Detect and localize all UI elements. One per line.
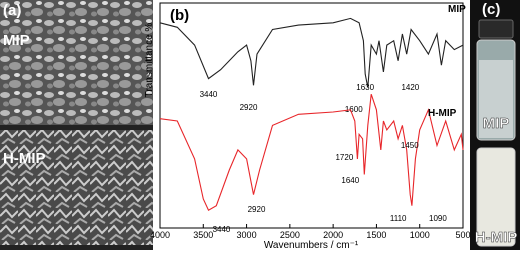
peak-label: 1450 bbox=[401, 141, 419, 150]
x-tick-label: 3000 bbox=[237, 230, 257, 240]
x-tick-label: 2500 bbox=[280, 230, 300, 240]
sample-label: MIP bbox=[3, 32, 30, 49]
panel-label: (b) bbox=[170, 7, 189, 24]
x-tick-label: 2000 bbox=[323, 230, 343, 240]
spectrum-line bbox=[159, 94, 464, 211]
peak-label: 1090 bbox=[429, 214, 447, 223]
x-tick-label: 1500 bbox=[366, 230, 386, 240]
sample-label: H-MIP bbox=[475, 229, 518, 246]
plot-frame bbox=[159, 2, 464, 229]
x-tick-label: 4000 bbox=[150, 230, 170, 240]
x-axis-label: Wavenumbers / cm⁻¹ bbox=[264, 240, 359, 250]
peak-label: 3440 bbox=[213, 225, 231, 234]
sem-info-bar bbox=[0, 125, 153, 130]
x-tick-label: 3500 bbox=[193, 230, 213, 240]
peak-label: 1420 bbox=[401, 83, 419, 92]
y-axis-label: Transmittance % bbox=[144, 23, 155, 98]
peak-label: 2920 bbox=[248, 205, 266, 214]
sem-image-top bbox=[0, 0, 153, 125]
peak-label: 1110 bbox=[390, 214, 407, 223]
peak-label: 1640 bbox=[341, 176, 359, 185]
sem-info-bar bbox=[0, 245, 153, 250]
vial bbox=[476, 147, 516, 247]
sample-label: H-MIP bbox=[3, 150, 46, 167]
x-tick-label: 500 bbox=[455, 230, 470, 240]
series-label: H-MIP bbox=[428, 108, 457, 119]
peak-label: 1600 bbox=[345, 105, 363, 114]
peak-label: 2920 bbox=[240, 103, 258, 112]
series-label: MIP bbox=[448, 4, 466, 15]
spectrum-line bbox=[159, 17, 464, 88]
sample-label: MIP bbox=[483, 115, 510, 132]
sem-image-bottom bbox=[0, 130, 153, 245]
x-tick-label: 1000 bbox=[410, 230, 430, 240]
peak-label: 1720 bbox=[335, 153, 353, 162]
peak-label: 1630 bbox=[356, 83, 374, 92]
panel-label: (c) bbox=[482, 1, 500, 18]
panel-label: (a) bbox=[3, 2, 21, 19]
peak-label: 3440 bbox=[200, 90, 218, 99]
vial-cap bbox=[478, 19, 514, 39]
vial-liquid bbox=[479, 60, 513, 138]
